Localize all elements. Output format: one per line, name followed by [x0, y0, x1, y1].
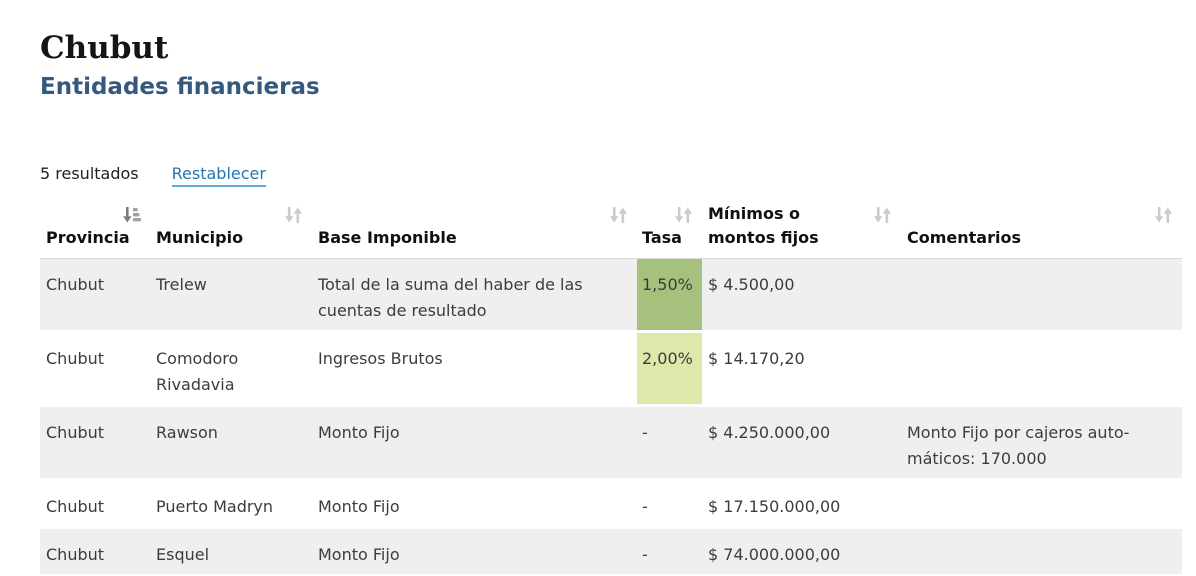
- results-bar: 5 resultados Restablecer: [40, 163, 1182, 188]
- cell-base-imponible: Ingresos Brutos: [312, 333, 637, 408]
- cell-base-imponible: Monto Fijo: [312, 529, 637, 576]
- column-label-provincia: Provincia: [46, 228, 130, 248]
- table-row: Chubut Rawson Monto Fijo - $ 4.250.000,0…: [40, 407, 1182, 482]
- column-label-comentarios: Comentarios: [907, 228, 1021, 248]
- page-title: Chubut: [40, 30, 169, 66]
- cell-comentarios: [901, 259, 1182, 334]
- cell-municipio: Rawson: [150, 407, 312, 482]
- table-body: Chubut Trelew Total de la suma del haber…: [40, 259, 1182, 576]
- sort-descending-icon[interactable]: [122, 205, 142, 225]
- column-header-tasa: Tasa: [637, 197, 702, 260]
- cell-base-imponible: Monto Fijo: [312, 407, 637, 482]
- cell-minimos: $ 4.250.000,00: [702, 407, 901, 482]
- sort-toggle-icon[interactable]: [674, 205, 693, 225]
- cell-municipio: Trelew: [150, 259, 312, 334]
- sort-toggle-icon[interactable]: [284, 205, 303, 225]
- table-row: Chubut Trelew Total de la suma del haber…: [40, 259, 1182, 334]
- cell-minimos: $ 4.500,00: [702, 259, 901, 334]
- cell-minimos: $ 14.170,20: [702, 333, 901, 408]
- rates-table: Provincia Municipio: [40, 197, 1182, 576]
- column-label-municipio: Municipio: [156, 228, 244, 248]
- sort-toggle-icon[interactable]: [1154, 205, 1173, 225]
- column-label-tasa: Tasa: [642, 228, 682, 248]
- column-label-minimos: Mínimos o montos fijos: [708, 204, 819, 248]
- cell-municipio: Comodoro Rivadavia: [150, 333, 312, 408]
- cell-tasa: 2,00%: [637, 333, 702, 408]
- table-row: Chubut Comodoro Rivadavia Ingresos Bruto…: [40, 333, 1182, 408]
- sort-toggle-icon[interactable]: [609, 205, 628, 225]
- cell-comentarios: [901, 333, 1182, 408]
- table-row: Chubut Puerto Madryn Monto Fijo - $ 17.1…: [40, 481, 1182, 530]
- table-header: Provincia Municipio: [40, 197, 1182, 260]
- cell-minimos: $ 74.000.000,00: [702, 529, 901, 576]
- column-header-base-imponible: Base Imponible: [312, 197, 637, 260]
- cell-comentarios: [901, 529, 1182, 576]
- cell-municipio: Esquel: [150, 529, 312, 576]
- cell-provincia: Chubut: [40, 333, 150, 408]
- cell-comentarios: [901, 481, 1182, 530]
- cell-provincia: Chubut: [40, 407, 150, 482]
- column-label-base-imponible: Base Imponible: [318, 228, 457, 248]
- column-header-comentarios: Comentarios: [901, 197, 1182, 260]
- table-row: Chubut Esquel Monto Fijo - $ 74.000.000,…: [40, 529, 1182, 576]
- sort-toggle-icon[interactable]: [873, 205, 892, 225]
- column-header-provincia: Provincia: [40, 197, 150, 260]
- cell-provincia: Chubut: [40, 481, 150, 530]
- column-header-municipio: Municipio: [150, 197, 312, 260]
- results-count: 5 resultados: [40, 163, 139, 183]
- cell-tasa: -: [637, 529, 702, 576]
- cell-minimos: $ 17.150.000,00: [702, 481, 901, 530]
- cell-tasa: -: [637, 481, 702, 530]
- cell-tasa: -: [637, 407, 702, 482]
- header-row: Provincia Municipio: [40, 197, 1182, 260]
- column-header-minimos: Mínimos o montos fijos: [702, 197, 901, 260]
- cell-provincia: Chubut: [40, 259, 150, 334]
- reset-link[interactable]: Restablecer: [171, 163, 266, 188]
- page-subtitle: Entidades financieras: [40, 74, 320, 101]
- cell-provincia: Chubut: [40, 529, 150, 576]
- cell-base-imponible: Total de la suma del haber de las cuenta…: [312, 259, 637, 334]
- cell-comentarios: Monto Fijo por cajeros auto­máticos: 170…: [901, 407, 1182, 482]
- cell-municipio: Puerto Madryn: [150, 481, 312, 530]
- cell-base-imponible: Monto Fijo: [312, 481, 637, 530]
- cell-tasa: 1,50%: [637, 259, 702, 334]
